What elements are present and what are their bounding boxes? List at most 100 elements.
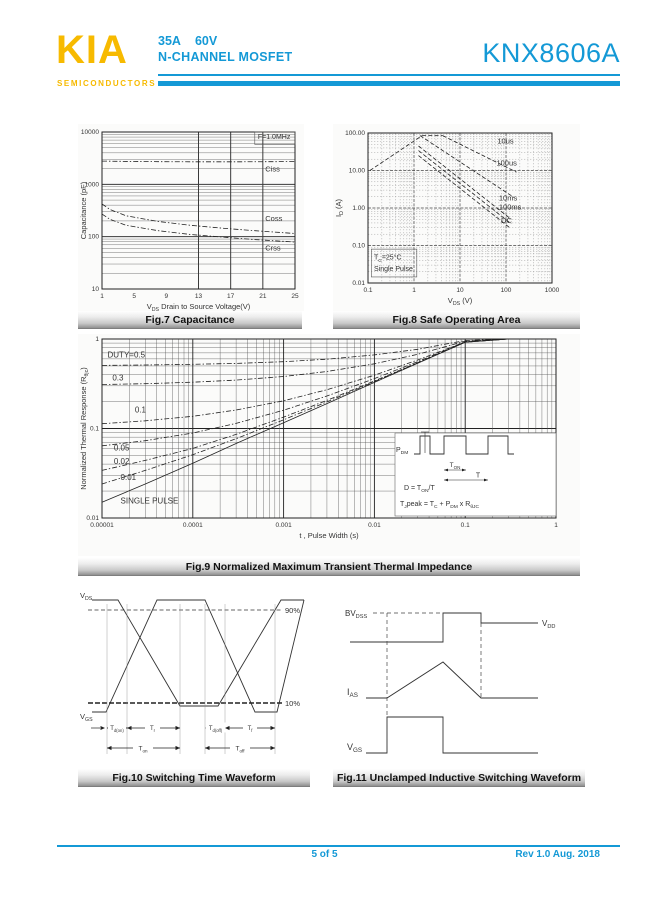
footer-rule <box>57 845 620 847</box>
t-off-label: Toff <box>236 746 246 754</box>
fig11-caption: Fig.11 Unclamped Inductive Switching Wav… <box>333 769 585 787</box>
fig9-thermal-impedance-chart: 0.00001 0.0001 0.001 0.01 0.1 1 1 0.1 0.01 t , Pu… <box>78 334 580 556</box>
svg-text:VDS (V): VDS (V) <box>448 296 473 307</box>
svg-text:ID (A): ID (A) <box>334 199 345 217</box>
td-off-label: Td(off) <box>209 726 223 733</box>
reference-dashed-lines <box>373 612 482 753</box>
fig9-caption: Fig.9 Normalized Maximum Transient Therm… <box>78 558 580 576</box>
fig10-caption: Fig.10 Switching Time Waveform <box>78 769 310 787</box>
svg-text:10us: 10us <box>497 137 514 146</box>
part-number: KNX8606A <box>482 38 620 68</box>
svg-text:0.01: 0.01 <box>352 280 365 287</box>
tr-label: Tr <box>150 726 156 733</box>
svg-text:10: 10 <box>92 286 100 293</box>
vds-label: VDS <box>80 591 93 602</box>
svg-text:DUTY=0.5: DUTY=0.5 <box>108 351 146 360</box>
svg-text:0.1: 0.1 <box>90 426 99 433</box>
svg-text:10ms: 10ms <box>499 193 518 202</box>
vgs-label: VGS <box>347 742 362 754</box>
svg-text:13: 13 <box>195 293 203 300</box>
header-rule-thick <box>158 81 620 86</box>
svg-text:100ms: 100ms <box>499 202 522 211</box>
fig8-soa-chart: 0.1 1 10 100 1000 100.00 10.00 1.00 0.10 0.01 VDS … <box>333 124 580 311</box>
fig11-waveform: BVDSS VDD IAS VGS <box>345 609 555 754</box>
svg-text:1000: 1000 <box>545 287 560 294</box>
svg-text:0.02: 0.02 <box>114 457 130 466</box>
svg-text:10.00: 10.00 <box>349 168 366 175</box>
ton-arrowheads <box>444 468 466 472</box>
svg-text:SINGLE PULSE: SINGLE PULSE <box>121 497 179 506</box>
svg-text:1000: 1000 <box>85 181 100 188</box>
tf-label: Tf <box>248 726 254 733</box>
svg-text:21: 21 <box>259 293 267 300</box>
timing-guide-lines <box>106 604 276 754</box>
svg-text:0.01: 0.01 <box>121 473 137 482</box>
svg-text:1: 1 <box>412 287 416 294</box>
svg-text:1.00: 1.00 <box>352 205 365 212</box>
fig10-switching-waveform: Td(on) Tr Td(off) Tf Ton Toff VDS VGS 90… <box>80 591 305 754</box>
pdm-pulse-train <box>414 435 514 455</box>
svg-text:0.05: 0.05 <box>114 443 130 452</box>
svg-text:Crss: Crss <box>265 243 281 252</box>
fig11-uis-figure: EAS= 1 2 L x IAS2 x BVDSS BVDSS-VDD <box>333 583 623 765</box>
rating-voltage: 60V <box>194 34 218 48</box>
svg-text:10000: 10000 <box>81 129 99 136</box>
fig9-inset-diagram: PDM TON T D = TON/T TJpeak = TC + PDM x … <box>394 431 557 517</box>
vds-trace <box>350 612 538 643</box>
svg-text:100.00: 100.00 <box>345 130 365 137</box>
svg-text:100us: 100us <box>496 159 517 168</box>
svg-text:1: 1 <box>95 336 99 343</box>
svg-text:Ciss: Ciss <box>265 165 280 174</box>
device-ratings: 35A 60V <box>158 34 231 48</box>
ias-trace <box>366 661 538 699</box>
kia-logo: KIA <box>56 28 128 72</box>
vgs-trace <box>366 716 538 754</box>
level-90-label: 90% <box>285 606 300 615</box>
svg-text:0.1: 0.1 <box>363 287 372 294</box>
level-10-label: 10% <box>285 699 300 708</box>
svg-text:0.001: 0.001 <box>275 522 292 529</box>
vdd-label: VDD <box>542 619 555 630</box>
svg-text:Single Pulse: Single Pulse <box>374 266 413 273</box>
ias-label: IAS <box>347 687 358 699</box>
svg-text:0.01: 0.01 <box>86 515 99 522</box>
svg-text:10: 10 <box>456 287 464 294</box>
kia-logo-subtitle: SEMICONDUCTORS <box>57 79 157 88</box>
vgs-label: VGS <box>80 712 93 723</box>
svg-text:0.00001: 0.00001 <box>90 522 114 529</box>
period-arrowheads <box>444 478 488 482</box>
fig8-caption: Fig.8 Safe Operating Area <box>333 311 580 329</box>
duty-formula: D = TON/T <box>404 485 435 494</box>
svg-text:0.0001: 0.0001 <box>183 522 203 529</box>
ton-label: TON <box>450 462 461 470</box>
timing-labels: Td(on) Tr Td(off) Tf Ton Toff <box>108 722 257 754</box>
pdm-amplitude-marker <box>421 431 429 453</box>
bvdss-label: BVDSS <box>345 609 367 620</box>
svg-text:100: 100 <box>501 287 512 294</box>
svg-text:17: 17 <box>227 293 235 300</box>
svg-text:0.1: 0.1 <box>461 522 470 529</box>
svg-text:Coss: Coss <box>265 214 282 223</box>
svg-text:0.10: 0.10 <box>352 243 365 250</box>
td-on-label: Td(on) <box>110 726 124 733</box>
tjpeak-formula: TJpeak = TC + PDM x RθJC <box>400 501 479 510</box>
fig7-caption: Fig.7 Capacitance <box>78 311 302 329</box>
vds-trace <box>92 599 304 707</box>
svg-text:100: 100 <box>88 234 99 241</box>
device-type: N-CHANNEL MOSFET <box>158 50 293 64</box>
pdm-label: PDM <box>396 447 408 456</box>
rating-current: 35A <box>158 34 181 48</box>
svg-text:F=1.0MHz: F=1.0MHz <box>258 134 291 141</box>
svg-text:1: 1 <box>554 522 558 529</box>
fig7-capacitance-chart: 1 5 9 13 17 21 25 10 100 1000 10000 VDS Drain to So… <box>78 124 304 311</box>
svg-text:5: 5 <box>132 293 136 300</box>
svg-text:TC=25°C: TC=25°C <box>374 254 402 264</box>
svg-text:0.3: 0.3 <box>112 373 124 382</box>
svg-text:Normalized Thermal Response (R: Normalized Thermal Response (Rθjc) <box>79 367 90 490</box>
vgs-trace <box>92 599 305 713</box>
period-label: T <box>476 473 481 480</box>
svg-text:VDS Drain to Source Voltage(V): VDS Drain to Source Voltage(V) <box>147 302 251 311</box>
svg-text:25: 25 <box>291 293 299 300</box>
svg-text:9: 9 <box>165 293 169 300</box>
